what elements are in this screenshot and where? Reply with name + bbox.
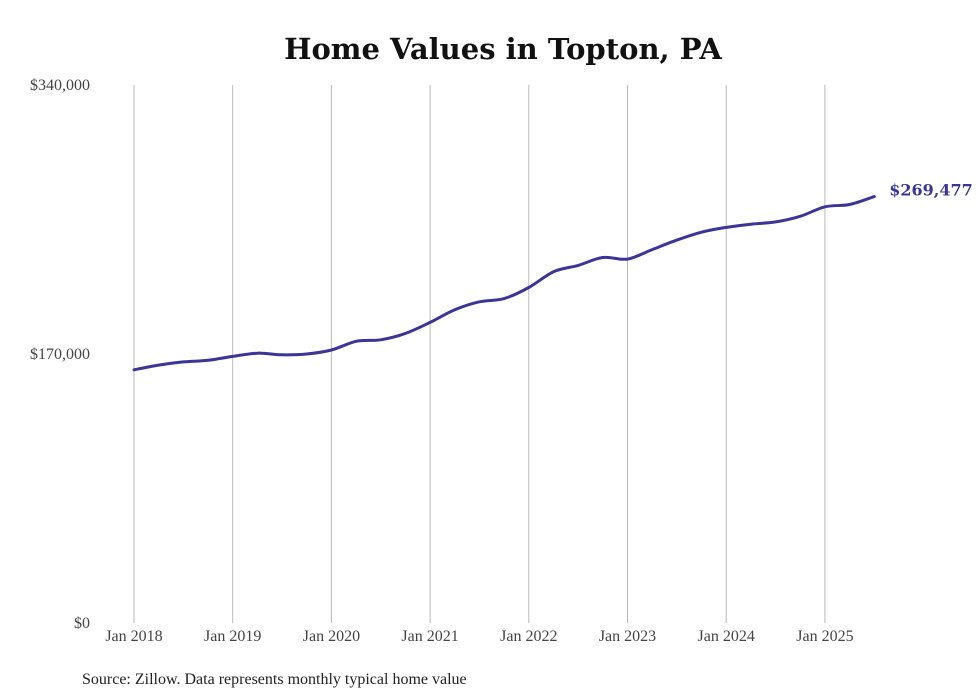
x-tick-label: Jan 2019 [204, 628, 261, 645]
x-tick-label: Jan 2024 [698, 628, 755, 645]
x-tick-label: Jan 2022 [500, 628, 557, 645]
x-tick-label: Jan 2025 [796, 628, 853, 645]
home-value-line [132, 195, 876, 372]
x-tick-label: Jan 2020 [303, 628, 360, 645]
end-value-label: $269,477 [889, 181, 973, 200]
y-tick-label: $340,000 [30, 77, 90, 94]
chart-title: Home Values in Topton, PA [284, 32, 722, 66]
y-tick-label: $170,000 [30, 346, 90, 363]
x-tick-label: Jan 2021 [401, 628, 458, 645]
x-tick-label: Jan 2023 [599, 628, 656, 645]
x-axis-ticks: Jan 2018 Jan 2019 Jan 2020 Jan 2021 Jan 2022… [105, 628, 853, 645]
x-tick-label: Jan 2018 [105, 628, 162, 645]
y-axis-ticks: $0 $170,000 $340,000 [30, 77, 90, 632]
y-tick-label: $0 [74, 615, 90, 632]
source-note: Source: Zillow. Data represents monthly … [82, 671, 467, 688]
gridlines [133, 85, 826, 623]
